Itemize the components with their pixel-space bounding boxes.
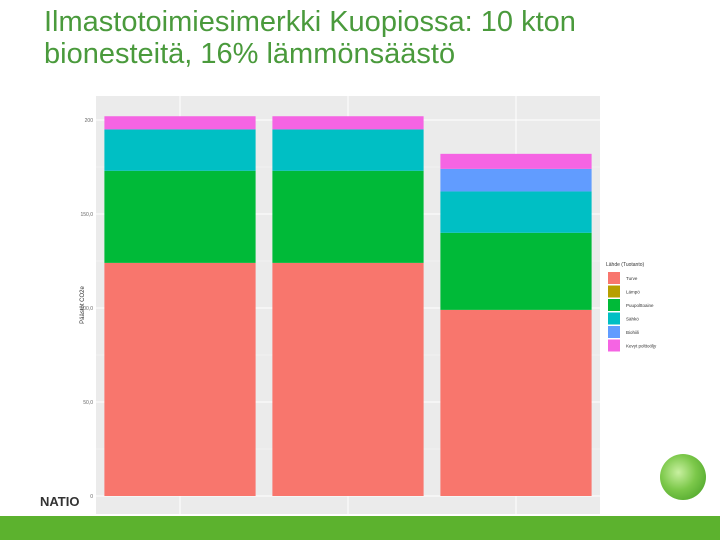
- y-tick-label: 100,0: [80, 306, 93, 312]
- footer-logo-text: NATIO: [40, 494, 80, 509]
- y-tick-label: 200: [85, 118, 94, 124]
- footer-bar: [0, 516, 720, 540]
- legend-title: Lähde (Tuotanto): [606, 262, 645, 268]
- chart-svg: 050,0100,0150,0200BauBioenergiaSäästöTuo…: [80, 96, 657, 532]
- legend-swatch: [608, 339, 620, 352]
- stacked-bar-chart: 050,0100,0150,0200BauBioenergiaSäästöTuo…: [78, 96, 657, 534]
- bar-segment: [272, 170, 424, 263]
- decorative-bubble-icon: [660, 454, 706, 500]
- bar-segment: [440, 309, 592, 496]
- bar-segment: [440, 153, 592, 169]
- legend-label: Lämpö: [626, 290, 640, 295]
- legend-label: Puupolttoaine: [626, 303, 654, 308]
- bar-segment: [272, 129, 424, 171]
- slide-title: Ilmastotoimiesimerkki Kuopiossa: 10 kton…: [44, 6, 576, 70]
- bar-segment: [440, 191, 592, 233]
- bar-segment: [104, 262, 256, 496]
- y-tick-label: 0: [90, 494, 93, 500]
- y-tick-label: 150,0: [80, 212, 93, 218]
- bar-segment: [440, 168, 592, 192]
- legend-label: Kevyt polttoöljy: [626, 344, 657, 349]
- bar-segment: [272, 262, 424, 496]
- bar-segment: [440, 232, 592, 310]
- bar-segment: [272, 116, 424, 130]
- legend-swatch: [608, 272, 620, 284]
- legend-label: Sähkö: [626, 317, 639, 322]
- y-axis-title: Päästöt CO2e: [80, 285, 86, 323]
- bar-segment: [104, 129, 256, 171]
- legend-label: Biohiili: [626, 330, 639, 335]
- legend-swatch: [608, 285, 620, 298]
- legend-label: Turve: [626, 276, 638, 281]
- legend-swatch: [608, 312, 620, 325]
- bar-segment: [104, 116, 256, 130]
- legend-swatch: [608, 326, 620, 338]
- y-tick-label: 50,0: [83, 400, 93, 406]
- legend-swatch: [608, 299, 620, 311]
- bar-segment: [104, 170, 256, 263]
